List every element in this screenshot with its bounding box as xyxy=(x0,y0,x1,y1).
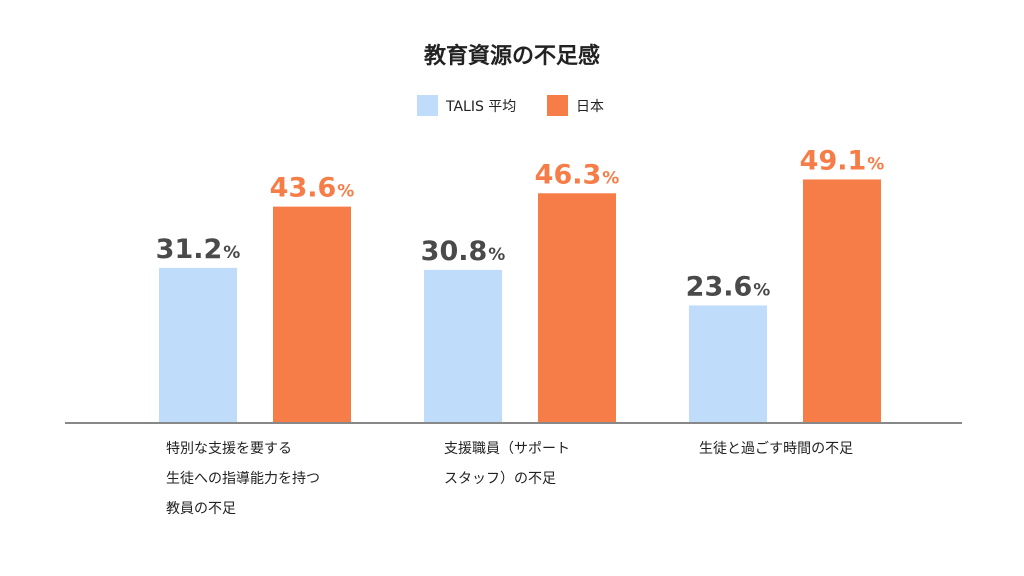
bar-japan-3 xyxy=(803,179,881,422)
legend-label-talis: TALIS 平均 xyxy=(445,99,516,115)
legend-label-japan: 日本 xyxy=(576,99,604,115)
category-label-1: 特別な支援を要する生徒への指導能力を持つ教員の不足 xyxy=(166,441,320,517)
value-label-talis-2: 30.8% xyxy=(421,236,506,267)
value-label-talis-1: 31.2% xyxy=(156,234,241,265)
category-label-2: 支援職員（サポートスタッフ）の不足 xyxy=(444,441,570,487)
legend-swatch-japan xyxy=(547,95,568,116)
category-labels-group: 特別な支援を要する生徒への指導能力を持つ教員の不足 支援職員（サポートスタッフ）の… xyxy=(166,441,853,517)
bar-talis-1 xyxy=(159,267,237,422)
legend: TALIS 平均 日本 xyxy=(417,95,604,116)
value-labels-group: 31.2% 30.8% 23.6% 43.6% 46.3% 49.1% xyxy=(156,145,885,302)
value-label-japan-1: 43.6% xyxy=(270,173,355,204)
legend-swatch-talis xyxy=(417,95,438,116)
value-label-japan-3: 49.1% xyxy=(800,145,885,176)
bar-japan-1 xyxy=(273,206,351,422)
category-label-3: 生徒と過ごす時間の不足 xyxy=(699,441,853,457)
value-label-talis-3: 23.6% xyxy=(686,271,771,302)
chart-title: 教育資源の不足感 xyxy=(424,43,600,69)
bars-group xyxy=(159,179,881,422)
bar-talis-3 xyxy=(689,305,767,422)
bar-japan-2 xyxy=(538,193,616,422)
value-label-japan-2: 46.3% xyxy=(535,159,620,190)
bar-talis-2 xyxy=(424,269,502,422)
